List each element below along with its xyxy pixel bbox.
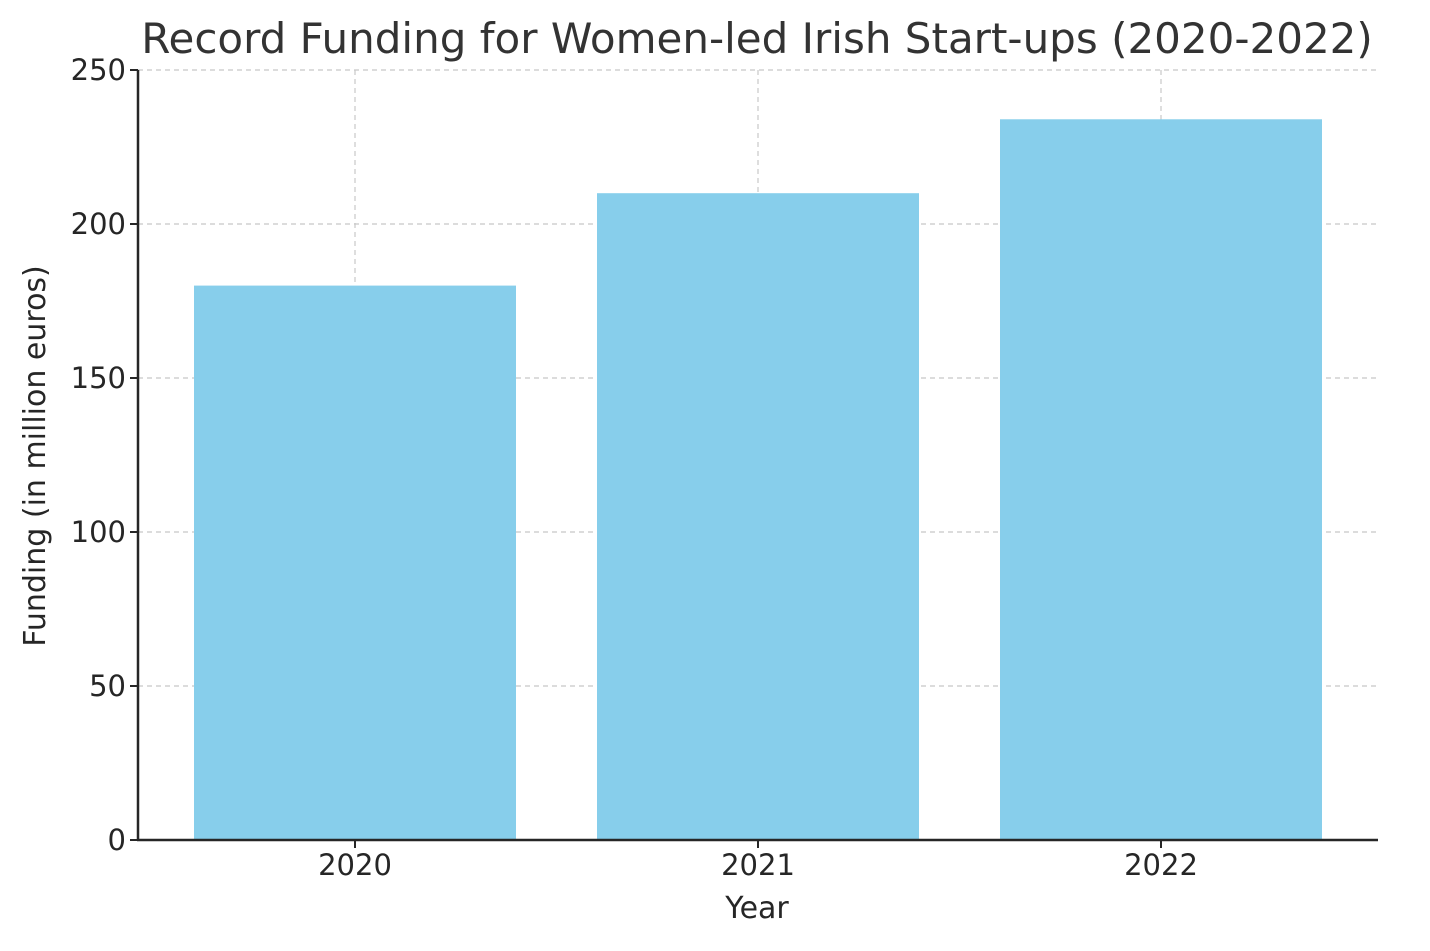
chart-title: Record Funding for Women-led Irish Start… (141, 14, 1373, 63)
x-axis-title: Year (724, 891, 789, 926)
bar-2022 (1000, 119, 1322, 840)
x-tick-label: 2022 (1124, 848, 1198, 882)
y-tick-label: 200 (71, 207, 126, 241)
y-axis-title: Funding (in million euros) (18, 265, 53, 647)
y-tick-label: 250 (71, 53, 126, 87)
y-tick-label: 100 (71, 515, 126, 549)
x-tick-label: 2020 (318, 848, 392, 882)
y-axis-ticks: 0 50 100 150 200 250 (71, 53, 138, 857)
y-tick-label: 0 (108, 823, 126, 857)
x-tick-label: 2021 (721, 848, 795, 882)
y-tick-label: 50 (89, 669, 126, 703)
bar-2020 (194, 285, 516, 841)
x-axis-ticks: 2020 2021 2022 (318, 840, 1198, 882)
y-tick-label: 150 (71, 361, 126, 395)
bar-2021 (597, 193, 919, 840)
bar-layer (194, 119, 1322, 841)
